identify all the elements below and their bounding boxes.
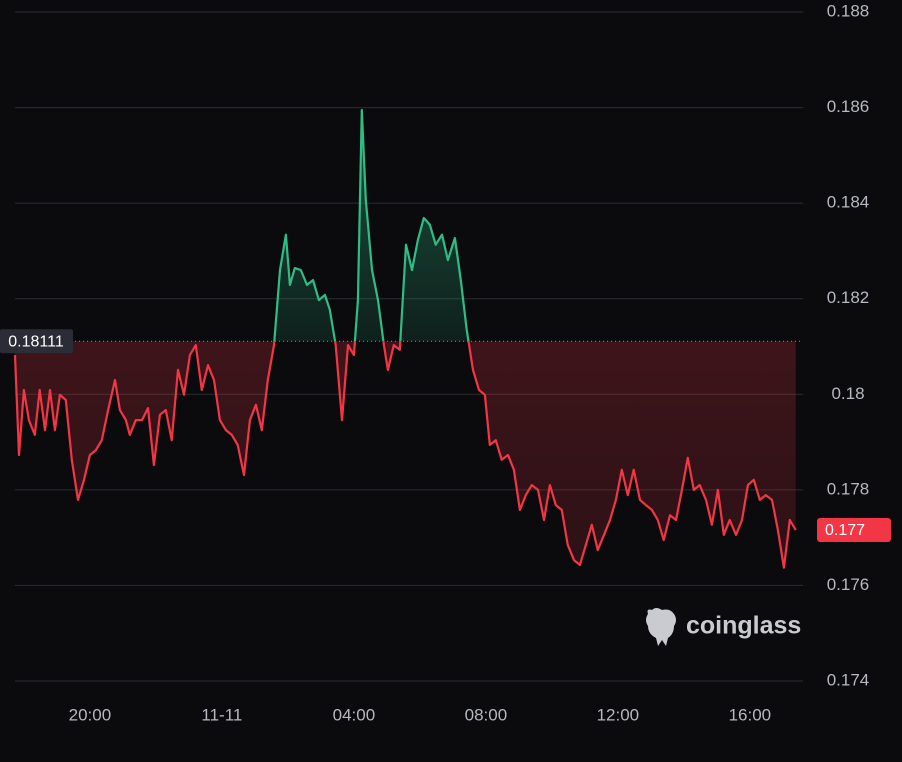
x-tick-label: 12:00 bbox=[597, 705, 640, 724]
y-tick-label: 0.176 bbox=[827, 575, 870, 594]
y-tick-label: 0.174 bbox=[827, 670, 870, 689]
x-tick-label: 04:00 bbox=[333, 705, 376, 724]
x-tick-label: 11-11 bbox=[201, 705, 242, 724]
y-tick-label: 0.178 bbox=[827, 479, 870, 498]
watermark-logo bbox=[646, 608, 676, 646]
x-tick-label: 20:00 bbox=[69, 705, 112, 724]
labels: 0.174 0.176 0.178 0.18 0.182 0.184 0.186 0.188 2… bbox=[0, 1, 891, 724]
price-line bbox=[13, 108, 797, 569]
last-price-label: 0.177 bbox=[825, 522, 865, 539]
y-tick-label: 0.188 bbox=[827, 1, 870, 20]
baseline-label: 0.18111 bbox=[8, 333, 64, 350]
area bbox=[15, 110, 796, 568]
y-tick-label: 0.182 bbox=[827, 288, 870, 307]
last-price-box bbox=[817, 517, 891, 542]
y-tick-label: 0.186 bbox=[827, 97, 870, 116]
watermark: coinglass bbox=[646, 608, 801, 646]
x-tick-label: 16:00 bbox=[729, 705, 772, 724]
baseline-label-box bbox=[0, 329, 73, 354]
y-tick-label: 0.184 bbox=[827, 193, 870, 212]
watermark-text: coinglass bbox=[686, 612, 801, 640]
plot bbox=[13, 108, 803, 569]
x-tick-label: 08:00 bbox=[465, 705, 508, 724]
y-tick-label: 0.18 bbox=[831, 384, 864, 403]
